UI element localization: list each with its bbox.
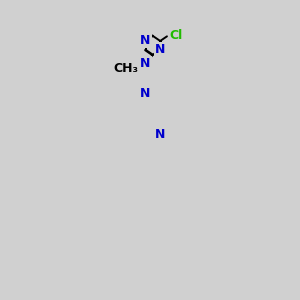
Text: N: N <box>155 128 165 141</box>
Text: CH₃: CH₃ <box>113 62 138 75</box>
Text: N: N <box>140 34 151 47</box>
Text: N: N <box>155 43 165 56</box>
Text: N: N <box>140 87 151 100</box>
Text: Cl: Cl <box>169 29 182 43</box>
Text: N: N <box>140 57 151 70</box>
